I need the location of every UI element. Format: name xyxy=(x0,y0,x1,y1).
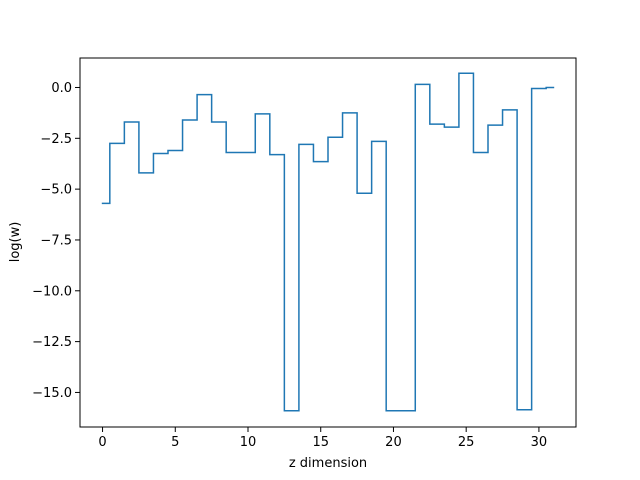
y-tick-label: 0.0 xyxy=(51,81,72,96)
x-axis-ticks: 0 5 10 15 20 25 30 xyxy=(98,427,547,450)
y-tick-label: −10.0 xyxy=(32,284,72,299)
y-tick-label: −12.5 xyxy=(32,335,72,350)
x-tick-label: 20 xyxy=(385,435,402,450)
y-axis-ticks: 0.0 −2.5 −5.0 −7.5 −10.0 −12.5 −15.0 xyxy=(32,81,80,401)
y-axis-label: log(w) xyxy=(8,222,23,263)
plot-frame xyxy=(79,57,577,428)
y-tick-label: −2.5 xyxy=(40,132,72,147)
x-axis-label: z dimension xyxy=(289,456,367,471)
x-tick-label: 10 xyxy=(240,435,257,450)
series-layer xyxy=(101,72,555,412)
x-tick-label: 5 xyxy=(171,435,179,450)
series-step-line xyxy=(101,72,555,412)
y-tick-label: −5.0 xyxy=(40,183,72,198)
y-tick-label: −15.0 xyxy=(32,386,72,401)
y-tick-label: −7.5 xyxy=(40,233,72,248)
x-tick-label: 0 xyxy=(98,435,106,450)
x-tick-label: 30 xyxy=(531,435,548,450)
x-tick-label: 25 xyxy=(458,435,475,450)
x-tick-label: 15 xyxy=(312,435,329,450)
